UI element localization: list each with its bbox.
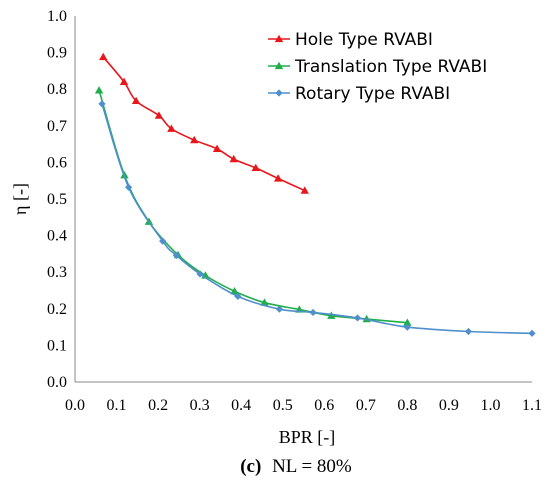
x-tick-label: 0.7 xyxy=(356,397,376,414)
x-tick-label: 1.1 xyxy=(522,397,542,414)
axes xyxy=(74,16,532,383)
legend: Hole Type RVABI Translation Type RVABI Rot… xyxy=(268,30,487,104)
rotary-type-point xyxy=(403,323,411,331)
legend-swatch-marker xyxy=(274,61,284,70)
rotary-type-point xyxy=(275,305,284,313)
rotary-type-point xyxy=(98,100,106,108)
translation-type-point xyxy=(403,318,412,326)
rotary-type-point xyxy=(196,270,204,278)
rotary-type-point xyxy=(172,251,180,259)
hole-type-point xyxy=(229,154,238,163)
y-tick-label: 0.9 xyxy=(47,45,67,62)
legend-label: Rotary Type RVABI xyxy=(295,84,450,104)
x-tick-label: 0.2 xyxy=(148,397,168,414)
hole-type-point xyxy=(300,186,309,194)
y-tick-label: 0.6 xyxy=(47,154,67,171)
x-tick-label: 0.5 xyxy=(273,397,293,414)
x-tick-label: 0.9 xyxy=(439,397,459,414)
legend-label: Hole Type RVABI xyxy=(295,30,433,50)
y-tick-label: 0.5 xyxy=(47,191,67,208)
figure-caption: (c) NL = 80% xyxy=(240,456,352,477)
rotary-type-point xyxy=(528,329,536,337)
x-tick-label: 0.6 xyxy=(314,397,334,414)
legend-item-translation-type: Translation Type RVABI xyxy=(268,57,487,77)
legend-label: Translation Type RVABI xyxy=(294,57,487,77)
rotary-type-point xyxy=(309,308,317,317)
rotary-type-series xyxy=(98,100,536,337)
hole-type-line xyxy=(102,56,306,192)
hole-type-point xyxy=(131,96,141,105)
translation-type-point xyxy=(260,298,269,306)
hole-type-point xyxy=(190,135,199,144)
y-axis-title: η [-] xyxy=(10,183,30,215)
translation-type-point xyxy=(94,86,104,94)
hole-type-point xyxy=(167,124,176,132)
x-tick-label: 0.0 xyxy=(65,397,85,414)
hole-type-point xyxy=(251,163,260,172)
translation-type-line xyxy=(98,90,408,324)
rotary-type-point xyxy=(124,183,133,191)
hole-type-point xyxy=(212,144,222,153)
x-tick-label: 0.3 xyxy=(190,397,210,414)
hole-type-point xyxy=(99,52,108,61)
rotary-type-point xyxy=(353,314,362,322)
y-tick-label: 0.3 xyxy=(47,264,67,281)
translation-type-series xyxy=(94,86,412,326)
y-tick-label: 0.7 xyxy=(47,118,67,135)
series-layer xyxy=(94,52,536,337)
caption-text: NL = 80% xyxy=(272,456,352,477)
rotary-type-point xyxy=(234,292,242,300)
y-tick-label: 0.8 xyxy=(47,81,67,98)
hole-type-series xyxy=(99,52,309,194)
x-tick-label: 0.8 xyxy=(397,397,417,414)
y-tick-label: 0.4 xyxy=(47,228,67,245)
y-tick-label: 0.2 xyxy=(47,301,67,318)
translation-type-point xyxy=(230,287,239,295)
x-ticks: 0.0 0.1 0.2 0.3 0.4 0.5 0.6 0.7 0.8 0.9 1.0 1.1 xyxy=(65,397,542,414)
hole-type-point xyxy=(154,111,164,119)
legend-item-hole-type: Hole Type RVABI xyxy=(268,30,433,50)
rotary-type-line xyxy=(101,103,533,335)
rotary-type-point xyxy=(464,327,473,336)
y-ticks: 0.0 0.1 0.2 0.3 0.4 0.5 0.6 0.7 0.8 0.9 1.0 xyxy=(47,8,67,391)
y-tick-label: 1.0 xyxy=(47,8,67,25)
legend-swatch-marker xyxy=(274,34,284,43)
hole-type-point xyxy=(119,77,129,86)
y-tick-label: 0.0 xyxy=(47,374,67,391)
legend-item-rotary-type: Rotary Type RVABI xyxy=(268,84,450,104)
caption-label: (c) xyxy=(240,456,261,477)
rotary-type-point xyxy=(159,237,167,245)
x-tick-label: 1.0 xyxy=(480,397,500,414)
legend-swatch-marker xyxy=(275,89,283,97)
x-axis-title: BPR [-] xyxy=(279,427,336,447)
x-tick-label: 0.1 xyxy=(107,397,127,414)
hole-type-point xyxy=(273,174,283,182)
y-tick-label: 0.1 xyxy=(47,337,67,354)
x-tick-label: 0.4 xyxy=(231,397,251,414)
